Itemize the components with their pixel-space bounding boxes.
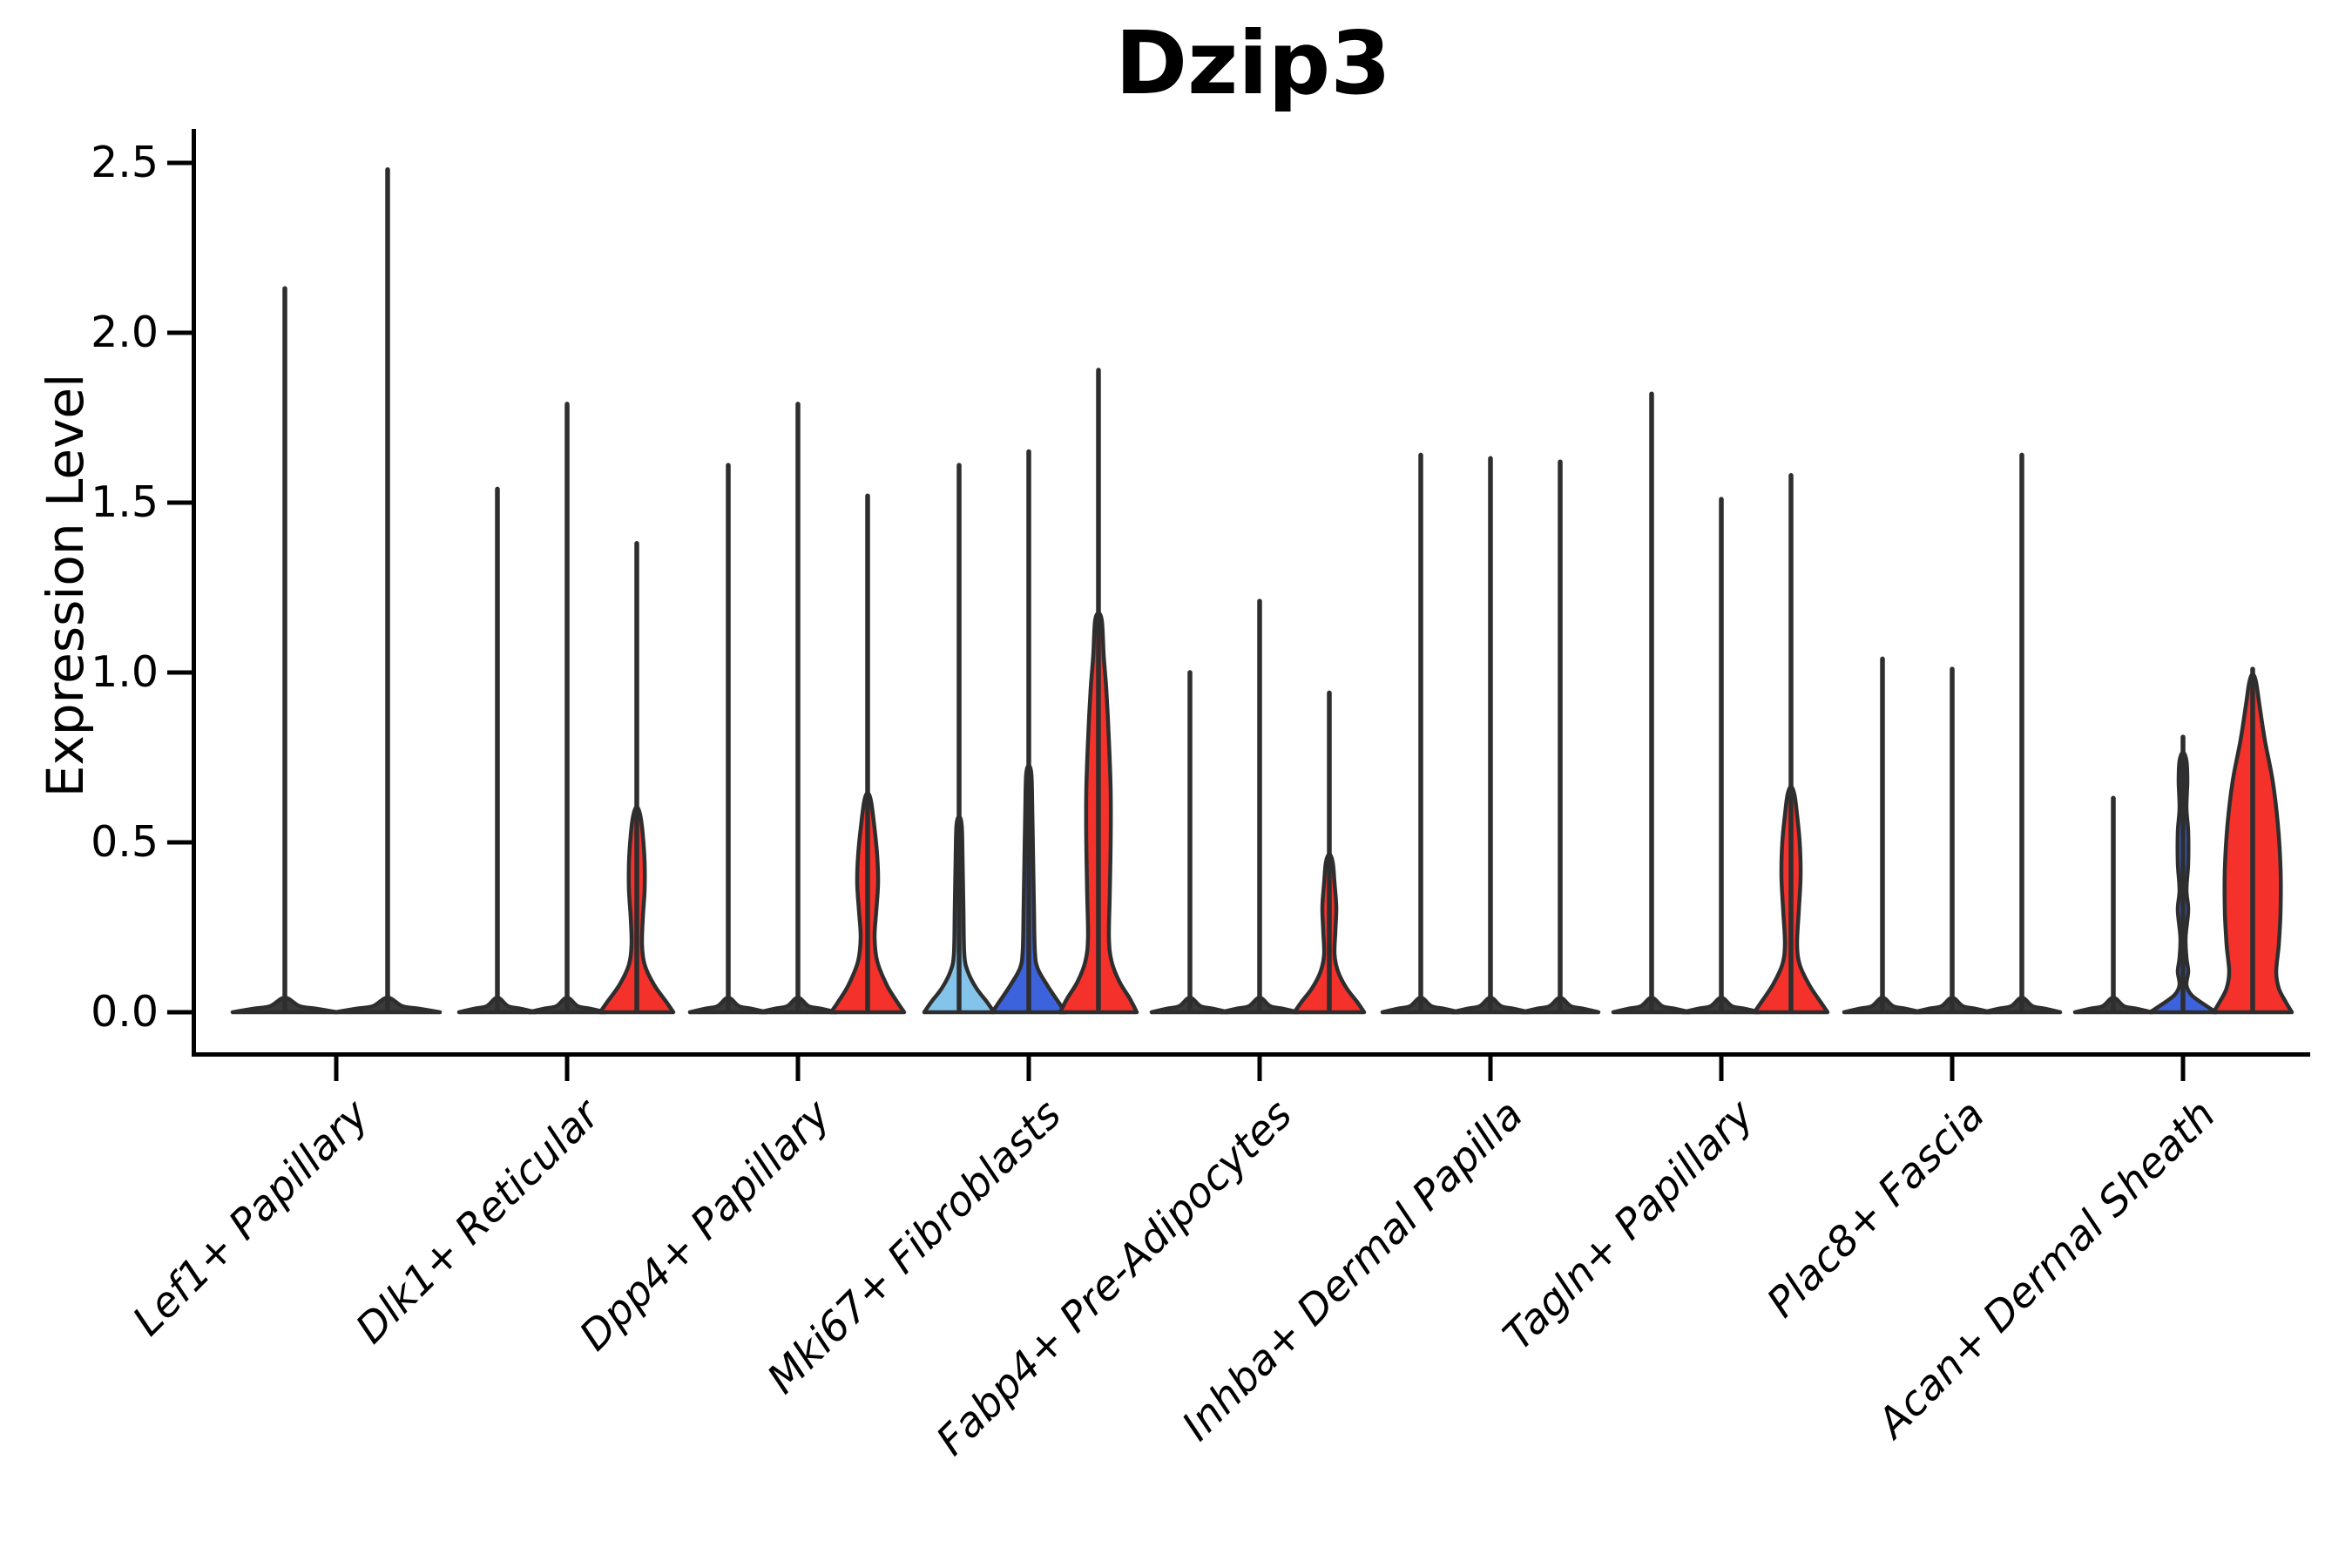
y-tick-mark bbox=[167, 330, 192, 335]
y-axis-spine bbox=[192, 129, 196, 1057]
x-tick-mark bbox=[1719, 1057, 1724, 1081]
y-tick-mark bbox=[167, 1010, 192, 1015]
y-tick-label: 0.0 bbox=[91, 987, 159, 1037]
y-tick-label: 2.5 bbox=[91, 138, 159, 187]
y-tick-label: 0.5 bbox=[91, 817, 159, 867]
x-tick-mark bbox=[1488, 1057, 1493, 1081]
chart-title: Dzip3 bbox=[1115, 12, 1391, 114]
y-tick-mark bbox=[167, 840, 192, 845]
y-tick-label: 1.0 bbox=[91, 647, 159, 697]
x-tick-mark bbox=[1026, 1057, 1031, 1081]
y-axis-label: Expression Level bbox=[36, 373, 95, 798]
y-tick-label: 2.0 bbox=[91, 308, 159, 357]
x-tick-mark bbox=[564, 1057, 570, 1081]
x-axis-spine bbox=[192, 1052, 2310, 1057]
y-tick-mark bbox=[167, 670, 192, 675]
y-tick-mark bbox=[167, 160, 192, 166]
x-tick-mark bbox=[1950, 1057, 1955, 1081]
x-tick-mark bbox=[2180, 1057, 2186, 1081]
x-tick-mark bbox=[1257, 1057, 1262, 1081]
y-tick-mark bbox=[167, 500, 192, 505]
y-tick-label: 1.5 bbox=[91, 477, 159, 527]
x-tick-mark bbox=[334, 1057, 339, 1081]
x-tick-mark bbox=[795, 1057, 801, 1081]
